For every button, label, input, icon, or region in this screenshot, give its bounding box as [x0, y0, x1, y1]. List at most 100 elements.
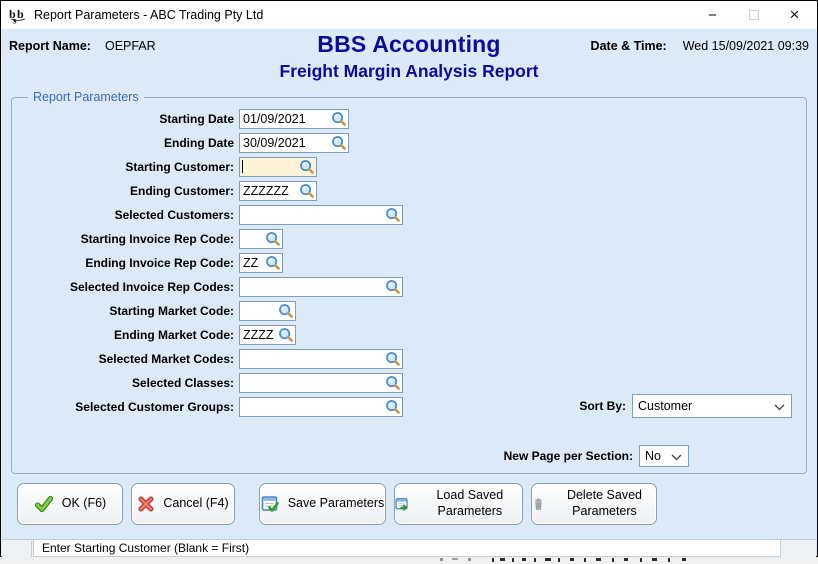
- ok-button[interactable]: OK (F6): [17, 483, 123, 525]
- selected-customers-input[interactable]: [239, 205, 403, 225]
- chevron-down-icon: [671, 454, 682, 461]
- selected-market-codes-label: Selected Market Codes:: [98, 352, 234, 366]
- selected-customers-lookup-icon[interactable]: [385, 207, 401, 223]
- row-ending-date: Ending Date: [12, 131, 806, 155]
- starting-invoice-rep-code-lookup-icon[interactable]: [265, 231, 281, 247]
- selected-invoice-rep-codes-lookup-icon[interactable]: [385, 279, 401, 295]
- text-caret: [242, 160, 243, 173]
- new-page-per-section-dropdown[interactable]: No: [639, 445, 689, 467]
- ending-invoice-rep-code-label: Ending Invoice Rep Code:: [85, 256, 234, 270]
- starting-date-input[interactable]: [239, 109, 349, 129]
- trash-icon: [535, 498, 542, 510]
- row-starting-market-code: Starting Market Code:: [12, 299, 806, 323]
- ending-market-code-lookup-icon[interactable]: [278, 327, 294, 343]
- row-ending-invoice-rep-code: Ending Invoice Rep Code:: [12, 251, 806, 275]
- starting-market-code-label: Starting Market Code:: [109, 304, 234, 318]
- window-title: Report Parameters - ABC Trading Pty Ltd: [34, 8, 264, 22]
- starting-customer-lookup-icon[interactable]: [299, 159, 315, 175]
- starting-date-lookup-icon[interactable]: [331, 111, 347, 127]
- selected-market-codes-field: [239, 349, 403, 369]
- load-icon: [395, 497, 408, 511]
- ending-date-input[interactable]: [239, 133, 349, 153]
- selected-market-codes-input[interactable]: [239, 349, 403, 369]
- sort-by-label: Sort By:: [579, 399, 626, 413]
- selected-invoice-rep-codes-input[interactable]: [239, 277, 403, 297]
- load-saved-parameters-label: Load Saved Parameters: [436, 488, 504, 518]
- ending-market-code-field: [239, 325, 296, 345]
- row-selected-classes: Selected Classes:: [12, 371, 806, 395]
- svg-text:b: b: [9, 7, 16, 21]
- app-title: BBS Accounting: [317, 31, 501, 57]
- ending-date-lookup-icon[interactable]: [331, 135, 347, 151]
- selected-customer-groups-input[interactable]: [239, 397, 403, 417]
- minimize-button[interactable]: −: [692, 1, 733, 29]
- new-page-per-section-value: No: [645, 449, 661, 463]
- status-message: Enter Starting Customer (Blank = First): [33, 540, 781, 557]
- chevron-down-icon: [774, 404, 785, 411]
- selected-classes-lookup-icon[interactable]: [385, 375, 401, 391]
- cancel-button-label: Cancel (F4): [163, 496, 229, 511]
- ok-button-label: OK (F6): [61, 496, 107, 511]
- save-parameters-button[interactable]: Save Parameters: [259, 483, 386, 525]
- bbs-app-icon: b b s: [9, 7, 26, 24]
- starting-date-label: Starting Date: [159, 112, 234, 126]
- row-selected-invoice-rep-codes: Selected Invoice Rep Codes:: [12, 275, 806, 299]
- report-header: Report Name: OEPFAR BBS Accounting Freigh…: [1, 29, 817, 97]
- date-time: Date & Time: Wed 15/09/2021 09:39: [591, 39, 809, 53]
- starting-invoice-rep-code-field: [239, 229, 283, 249]
- selected-customers-field: [239, 205, 403, 225]
- status-bar: Enter Starting Customer (Blank = First): [2, 539, 816, 557]
- date-time-label: Date & Time:: [590, 39, 667, 53]
- cross-icon: [138, 496, 154, 512]
- starting-customer-field: [239, 157, 317, 177]
- sort-by-value: Customer: [638, 399, 693, 413]
- report-parameters-groupbox: Report Parameters Starting Date Ending D…: [11, 90, 807, 474]
- parameter-rows: Starting Date Ending Date Starting Custo…: [12, 107, 806, 419]
- close-icon: ×: [789, 5, 800, 24]
- starting-market-code-field: [239, 301, 296, 321]
- close-button[interactable]: ×: [774, 1, 815, 29]
- ending-customer-field: [239, 181, 317, 201]
- delete-saved-parameters-label: Delete Saved Parameters: [566, 488, 642, 518]
- row-starting-customer: Starting Customer:: [12, 155, 806, 179]
- row-starting-date: Starting Date: [12, 107, 806, 131]
- report-title: Freight Margin Analysis Report: [279, 61, 539, 81]
- ending-invoice-rep-code-lookup-icon[interactable]: [265, 255, 281, 271]
- ending-market-code-label: Ending Market Code:: [113, 328, 234, 342]
- row-ending-customer: Ending Customer:: [12, 179, 806, 203]
- cancel-button[interactable]: Cancel (F4): [131, 483, 235, 525]
- maximize-button: [733, 1, 774, 29]
- new-page-per-section-label: New Page per Section:: [503, 449, 633, 463]
- save-parameters-label: Save Parameters: [287, 496, 385, 511]
- selected-invoice-rep-codes-label: Selected Invoice Rep Codes:: [69, 280, 234, 294]
- row-selected-market-codes: Selected Market Codes:: [12, 347, 806, 371]
- selected-invoice-rep-codes-field: [239, 277, 403, 297]
- starting-market-code-lookup-icon[interactable]: [278, 303, 294, 319]
- ending-customer-label: Ending Customer:: [130, 184, 234, 198]
- row-selected-customer-groups: Selected Customer Groups:: [12, 395, 806, 419]
- selected-customers-label: Selected Customers:: [114, 208, 234, 222]
- sort-by-dropdown[interactable]: Customer: [632, 394, 792, 418]
- svg-text:b: b: [17, 7, 24, 21]
- load-saved-parameters-button[interactable]: Load Saved Parameters: [394, 483, 523, 525]
- row-starting-invoice-rep-code: Starting Invoice Rep Code:: [12, 227, 806, 251]
- ending-invoice-rep-code-field: [239, 253, 283, 273]
- ending-date-field: [239, 133, 349, 153]
- selected-classes-field: [239, 373, 403, 393]
- report-name-value: OEPFAR: [104, 39, 156, 53]
- ending-date-label: Ending Date: [163, 136, 234, 150]
- selected-customer-groups-lookup-icon[interactable]: [385, 399, 401, 415]
- starting-customer-input[interactable]: [239, 157, 317, 177]
- report-name-label: Report Name:: [9, 39, 91, 53]
- status-bar-left-cell: [3, 541, 32, 557]
- selected-market-codes-lookup-icon[interactable]: [385, 351, 401, 367]
- delete-saved-parameters-button[interactable]: Delete Saved Parameters: [531, 483, 657, 525]
- new-page-per-section-row: New Page per Section: No: [504, 445, 689, 467]
- date-time-value: Wed 15/09/2021 09:39: [682, 39, 809, 53]
- ending-customer-lookup-icon[interactable]: [299, 183, 315, 199]
- selected-classes-input[interactable]: [239, 373, 403, 393]
- selected-classes-label: Selected Classes:: [131, 376, 234, 390]
- starting-date-field: [239, 109, 349, 129]
- ending-customer-input[interactable]: [239, 181, 317, 201]
